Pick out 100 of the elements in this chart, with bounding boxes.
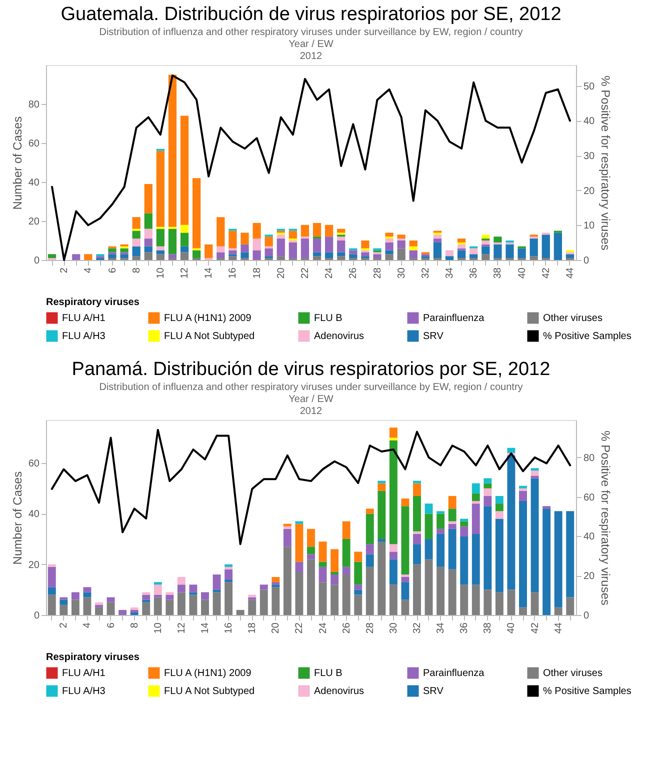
y-tick-label: 40	[28, 178, 40, 188]
x-tick-label: 44	[564, 267, 576, 279]
bar	[389, 552, 398, 560]
bar	[460, 536, 468, 585]
bar	[482, 240, 490, 244]
bar	[482, 254, 490, 260]
bar	[288, 242, 297, 258]
bar	[389, 559, 398, 585]
x-tick-label: 6	[106, 622, 117, 628]
bar	[224, 564, 233, 567]
text: Year / EW	[288, 39, 334, 50]
bar	[385, 232, 394, 237]
bar	[389, 438, 398, 440]
bar	[72, 254, 80, 260]
bar	[307, 528, 315, 547]
bar	[373, 254, 382, 258]
bar	[337, 256, 346, 260]
bar	[106, 597, 115, 602]
bar	[216, 246, 225, 252]
x-tick-label: 28	[364, 622, 376, 634]
bar	[83, 597, 92, 615]
x-tick-label: 8	[129, 622, 140, 628]
bar	[248, 597, 256, 600]
x-tick-label: 40	[506, 622, 518, 634]
bar	[389, 584, 398, 615]
bar	[433, 238, 442, 242]
bar	[166, 600, 174, 615]
bar	[506, 244, 514, 258]
bar	[212, 592, 221, 615]
bar	[108, 254, 116, 258]
bar	[470, 254, 478, 258]
x-tick-label: 24	[324, 267, 336, 279]
bar	[519, 501, 527, 608]
bar	[519, 607, 527, 615]
bar	[389, 544, 398, 552]
bar	[495, 504, 504, 512]
bar	[312, 222, 322, 237]
bar	[530, 468, 539, 471]
bar	[216, 217, 225, 246]
bar	[288, 230, 297, 239]
bar	[248, 594, 256, 598]
y2-tick-label: 40	[584, 116, 596, 128]
bar	[240, 244, 249, 252]
bar	[494, 244, 502, 258]
text: 2012	[300, 406, 323, 417]
bar	[130, 607, 138, 610]
bar	[366, 544, 374, 554]
bar	[409, 250, 418, 258]
bar	[132, 246, 140, 256]
bar	[566, 254, 574, 258]
bar	[144, 228, 152, 239]
bar	[378, 542, 386, 615]
y-tick-label: 60	[28, 458, 40, 470]
bar	[448, 569, 456, 615]
bar	[248, 600, 256, 615]
bar	[224, 580, 233, 582]
bar	[156, 246, 164, 250]
legend-label: Adenovirus	[314, 331, 364, 342]
bar	[276, 238, 285, 256]
bar	[530, 478, 539, 592]
legend-label: FLU A/H3	[62, 686, 106, 697]
legend-label: FLU A Not Subtyped	[164, 686, 255, 697]
y-axis-title: Number of Cases	[10, 116, 24, 210]
bar	[180, 252, 189, 260]
y2-tick-label: 20	[584, 571, 596, 582]
bar	[48, 564, 56, 567]
bar	[180, 246, 189, 252]
bar	[307, 559, 315, 615]
bar	[530, 476, 539, 478]
bar	[366, 514, 374, 544]
x-tick-label: 26	[348, 267, 360, 279]
bar	[228, 250, 237, 254]
bar	[166, 592, 174, 595]
bar	[180, 232, 189, 246]
bar	[132, 217, 140, 229]
bar	[272, 577, 280, 582]
x-tick-label: 24	[318, 622, 329, 634]
bar	[354, 552, 362, 562]
legend-label: SRV	[423, 686, 444, 697]
x-tick-label: 16	[228, 267, 239, 279]
bar	[401, 506, 410, 574]
bar	[318, 582, 327, 615]
bar	[48, 254, 56, 258]
x-tick-label: 2	[59, 267, 70, 274]
bar	[458, 244, 466, 248]
bar	[312, 252, 322, 256]
chart-subtitle: Distribution of influenza and other respiratory viruses under surveillance by EW, region / country	[99, 27, 523, 38]
x-tick-label: 20	[276, 267, 287, 279]
bar	[366, 508, 374, 514]
bar	[95, 602, 103, 605]
bar	[95, 607, 103, 615]
bar	[204, 244, 213, 258]
bar	[142, 602, 150, 615]
text: Year / EW	[288, 394, 334, 405]
bar	[48, 566, 56, 588]
line-series	[51, 74, 571, 261]
x-tick-label: 34	[444, 267, 456, 279]
bar	[108, 248, 116, 252]
bar	[507, 590, 516, 615]
bar	[120, 254, 128, 258]
